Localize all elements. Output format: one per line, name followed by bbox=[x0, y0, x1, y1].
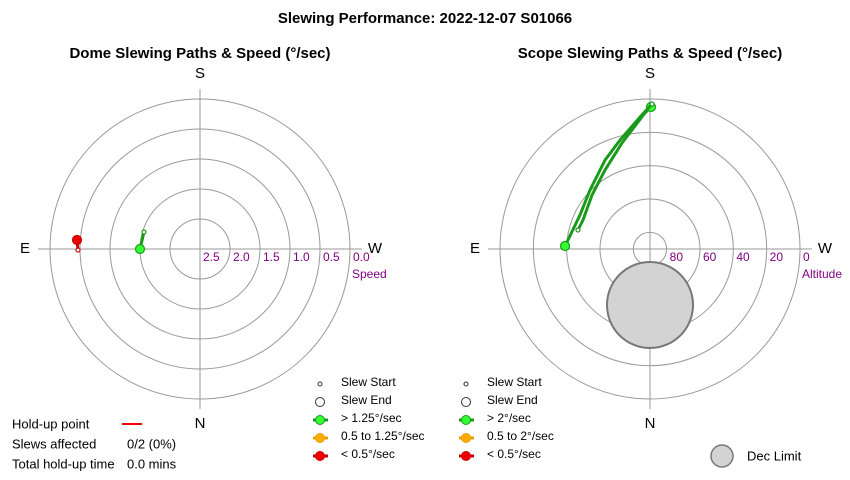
direction-label: E bbox=[470, 240, 480, 257]
legend-start-icon bbox=[463, 381, 469, 387]
r-tick-label: 0.0 bbox=[353, 250, 370, 264]
slew-start bbox=[75, 247, 81, 253]
slew-start bbox=[141, 229, 147, 235]
legend-label: Slew End bbox=[341, 393, 392, 407]
direction-label: S bbox=[195, 65, 205, 82]
direction-label: N bbox=[645, 415, 656, 432]
legend-label: < 0.5°/sec bbox=[487, 447, 541, 461]
direction-label: N bbox=[195, 415, 206, 432]
r-tick-label: 80 bbox=[670, 250, 684, 264]
legend-label: 0.5 to 1.25°/sec bbox=[341, 429, 425, 443]
direction-label: S bbox=[645, 65, 655, 82]
legend-end-icon bbox=[315, 397, 325, 407]
slew-end bbox=[134, 243, 146, 255]
r-tick-label: 0.5 bbox=[323, 250, 340, 264]
legend-end-icon bbox=[461, 397, 471, 407]
legend-dot bbox=[461, 451, 471, 461]
r-tick-label: 2.5 bbox=[203, 250, 220, 264]
chart-title: Dome Slewing Paths & Speed (°/sec) bbox=[69, 45, 330, 62]
slew-end bbox=[559, 240, 571, 252]
legend-dot bbox=[315, 415, 325, 425]
dec-limit bbox=[606, 261, 694, 349]
legend-label: > 2°/sec bbox=[487, 411, 531, 425]
time-label: Total hold-up time bbox=[12, 456, 115, 471]
r-tick-label: 0 bbox=[803, 250, 810, 264]
slew-path bbox=[576, 105, 653, 231]
legend-dot bbox=[461, 415, 471, 425]
legend-dot bbox=[315, 451, 325, 461]
legend-dot bbox=[461, 433, 471, 443]
r-tick-label: 2.0 bbox=[233, 250, 250, 264]
dec-limit-legend-label: Dec Limit bbox=[747, 448, 802, 463]
r-tick-label: 40 bbox=[736, 250, 750, 264]
slews-label: Slews affected bbox=[12, 436, 96, 451]
legend-label: > 1.25°/sec bbox=[341, 411, 402, 425]
chart-title: Scope Slewing Paths & Speed (°/sec) bbox=[518, 45, 782, 62]
legend-start-icon bbox=[317, 381, 323, 387]
r-tick-label: 1.0 bbox=[293, 250, 310, 264]
time-value: 0.0 mins bbox=[127, 456, 177, 471]
r-tick-label: 20 bbox=[770, 250, 784, 264]
slew-start bbox=[649, 101, 655, 107]
page-title: Slewing Performance: 2022-12-07 S01066 bbox=[278, 10, 572, 27]
r-tick-label: 60 bbox=[703, 250, 717, 264]
holdup-label: Hold-up point bbox=[12, 416, 90, 431]
direction-label: W bbox=[368, 240, 383, 257]
direction-label: E bbox=[20, 240, 30, 257]
slew-path bbox=[563, 102, 654, 247]
legend-dot bbox=[315, 433, 325, 443]
direction-label: W bbox=[818, 240, 833, 257]
slews-value: 0/2 (0%) bbox=[127, 436, 176, 451]
legend-label: Slew End bbox=[487, 393, 538, 407]
slew-end bbox=[71, 234, 83, 246]
slew-start bbox=[575, 227, 581, 233]
legend-label: < 0.5°/sec bbox=[341, 447, 395, 461]
legend-label: Slew Start bbox=[487, 375, 542, 389]
r-tick-label: 1.5 bbox=[263, 250, 280, 264]
r-axis-label: Speed bbox=[352, 267, 387, 281]
legend-label: 0.5 to 2°/sec bbox=[487, 429, 554, 443]
legend-label: Slew Start bbox=[341, 375, 396, 389]
dec-limit-legend-icon bbox=[710, 444, 734, 468]
r-axis-label: Altitude bbox=[802, 267, 842, 281]
